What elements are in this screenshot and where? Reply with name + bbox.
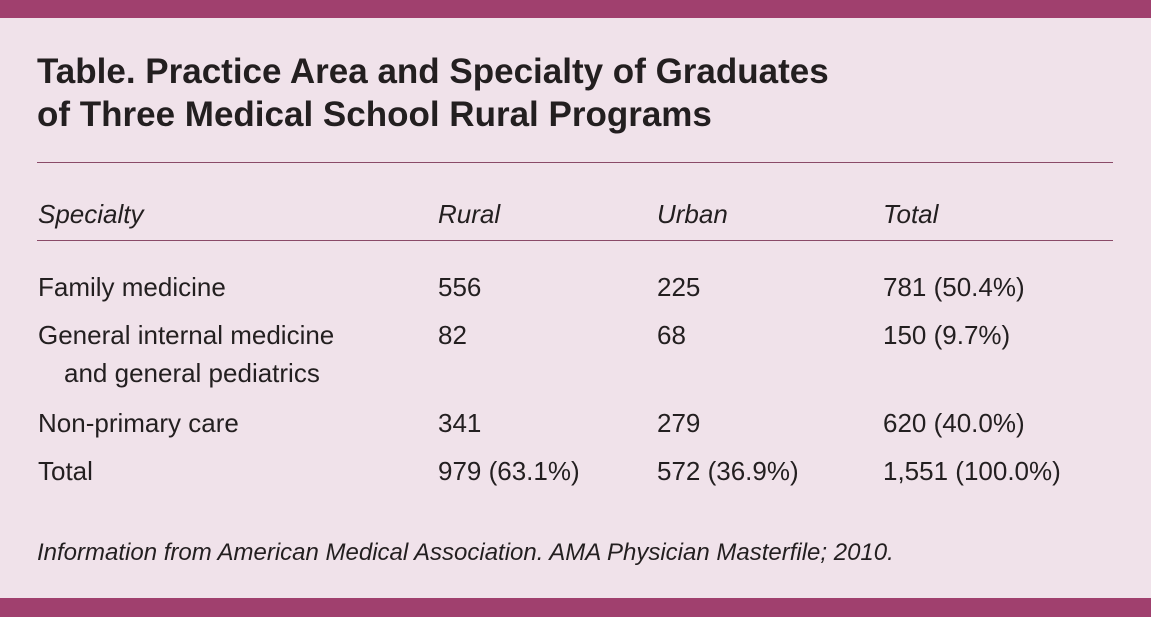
row-specialty: General internal medicine bbox=[38, 320, 335, 350]
row-rural: 82 bbox=[438, 320, 467, 350]
row-urban: 225 bbox=[657, 272, 701, 302]
source-footnote: Information from American Medical Associ… bbox=[37, 539, 894, 566]
row-urban: 279 bbox=[657, 408, 701, 438]
row-specialty: Family medicine bbox=[38, 272, 226, 302]
table-title: Table. Practice Area and Specialty of Gr… bbox=[37, 50, 1117, 136]
row-total: 620 (40.0%) bbox=[883, 408, 1025, 438]
row-total: 781 (50.4%) bbox=[883, 272, 1025, 302]
row-rural: 556 bbox=[438, 272, 482, 302]
row-total: 1,551 (100.0%) bbox=[883, 456, 1061, 486]
row-urban: 68 bbox=[657, 320, 686, 350]
row-specialty: Non-primary care bbox=[38, 408, 239, 438]
header-urban: Urban bbox=[657, 199, 728, 229]
table-title-line-1: Table. Practice Area and Specialty of Gr… bbox=[37, 52, 829, 91]
header-divider bbox=[37, 240, 1113, 241]
header-rural: Rural bbox=[438, 199, 501, 229]
top-accent-bar bbox=[0, 0, 1151, 18]
title-divider bbox=[37, 162, 1113, 163]
row-specialty-continued: and general pediatrics bbox=[64, 358, 320, 388]
row-total: 150 (9.7%) bbox=[883, 320, 1011, 350]
bottom-accent-bar bbox=[0, 598, 1151, 617]
row-specialty: Total bbox=[38, 456, 93, 486]
header-total: Total bbox=[883, 199, 939, 229]
table-title-line-2: of Three Medical School Rural Programs bbox=[37, 95, 712, 134]
row-urban: 572 (36.9%) bbox=[657, 456, 799, 486]
row-rural: 341 bbox=[438, 408, 482, 438]
row-rural: 979 (63.1%) bbox=[438, 456, 580, 486]
header-specialty: Specialty bbox=[38, 199, 144, 229]
